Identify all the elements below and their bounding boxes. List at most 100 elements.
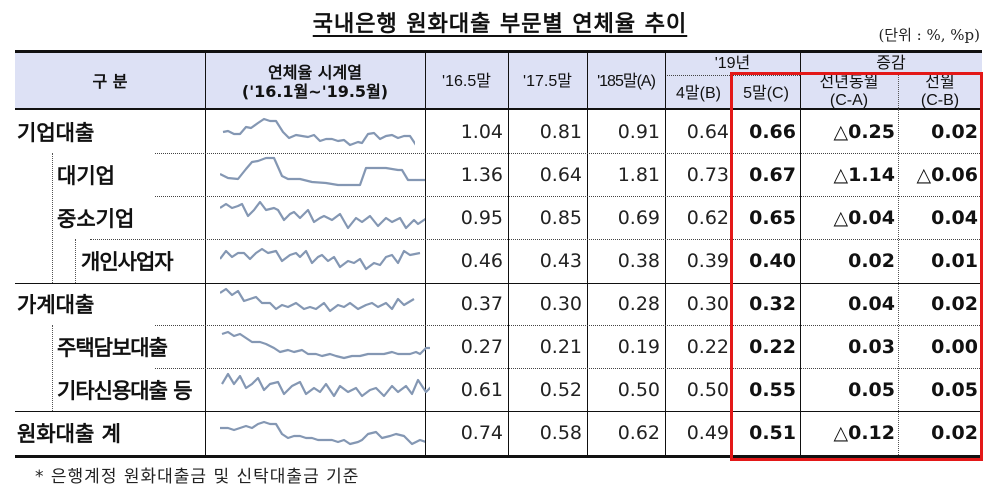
- header-yoy: 선년동월 (C-A): [800, 74, 898, 110]
- cell-other-credit-mom: 0.05: [931, 378, 978, 401]
- cell-household-2016: 0.37: [460, 293, 503, 315]
- row-label-mortgage: 주택담보대출: [57, 335, 168, 360]
- cell-large-corp-2016: 1.36: [460, 163, 503, 186]
- sparkline-sole-proprietor: [220, 247, 421, 271]
- header-yoy-line2: (C-A): [829, 92, 869, 109]
- header-category-label: 구 분: [92, 72, 128, 91]
- row-label-total: 원화대출 계: [17, 422, 121, 446]
- cell-sme-2016: 0.95: [460, 206, 503, 229]
- sparkline-corporate: [222, 117, 415, 147]
- row-label-household: 가계대출: [17, 293, 95, 317]
- header-category: 구 분: [15, 53, 205, 110]
- header-2018: '185말(A): [597, 72, 656, 90]
- table-bottom-border: [15, 455, 982, 458]
- row-divider: [15, 283, 982, 284]
- cell-large-corp-may: 0.67: [749, 163, 796, 186]
- cell-large-corp-2017: 0.64: [539, 163, 582, 186]
- cell-household-2017: 0.30: [539, 293, 582, 315]
- cell-corporate-yoy: △0.25: [833, 120, 896, 143]
- cell-corporate-mom: 0.02: [931, 120, 978, 143]
- cell-mortgage-mom: 0.00: [931, 335, 978, 358]
- sparkline-total: [220, 420, 425, 446]
- header-series-line1: 연체율 시계열: [268, 62, 362, 82]
- cell-total-2017: 0.58: [539, 422, 582, 444]
- row-divider: [155, 196, 982, 197]
- header-divider: [898, 75, 899, 110]
- cell-sme-yoy: △0.04: [833, 206, 896, 229]
- unit-note: (단위 : %, %p): [878, 26, 980, 44]
- cell-household-mom: 0.02: [931, 293, 978, 315]
- cell-corporate-2018: 0.91: [617, 120, 660, 143]
- row-label-sole-proprietor: 개인사업자: [81, 250, 174, 274]
- column-divider: [587, 53, 588, 457]
- cell-large-corp-mom: △0.06: [916, 163, 979, 186]
- cell-other-credit-2018: 0.50: [617, 378, 660, 401]
- cell-other-credit-2016: 0.61: [460, 378, 503, 401]
- indent-guide: [52, 153, 53, 283]
- header-mom: 선월 (C-B): [898, 74, 982, 110]
- header-change-group: 증감: [876, 55, 906, 72]
- header-2017: '17.5말: [523, 72, 572, 90]
- table-title: 국내은행 원화대출 부문별 연체율 추이: [312, 12, 688, 37]
- column-divider: [508, 53, 509, 457]
- row-divider: [155, 153, 982, 154]
- column-divider: [425, 53, 426, 457]
- cell-total-2016: 0.74: [460, 422, 503, 444]
- cell-corporate-apr: 0.64: [686, 120, 729, 143]
- row-label-corporate: 기업대출: [17, 120, 95, 145]
- row-label-large-corp: 대기업: [57, 163, 115, 188]
- sparkline-household: [220, 287, 415, 313]
- cell-other-credit-yoy: 0.05: [848, 378, 895, 401]
- cell-other-credit-may: 0.55: [749, 378, 796, 401]
- cell-corporate-may: 0.66: [749, 120, 796, 143]
- cell-large-corp-yoy: △1.14: [833, 163, 896, 186]
- row-label-other-credit: 기타신용대출 등: [57, 378, 193, 403]
- column-divider: [800, 53, 801, 457]
- header-divider: [732, 75, 733, 110]
- cell-total-yoy: △0.12: [833, 422, 896, 444]
- sparkline-other-credit: [221, 372, 430, 398]
- cell-household-yoy: 0.04: [848, 293, 895, 315]
- row-divider: [155, 368, 982, 369]
- cell-large-corp-2018: 1.81: [617, 163, 660, 186]
- column-divider: [205, 53, 206, 457]
- cell-sme-may: 0.65: [749, 206, 796, 229]
- cell-sme-apr: 0.62: [686, 206, 729, 229]
- header-mom-line2: (C-B): [920, 92, 960, 109]
- cell-total-apr: 0.49: [686, 422, 729, 444]
- row-label-sme: 중소기업: [57, 206, 135, 231]
- footnote: * 은행계정 원화대출금 및 신탁대출금 기준: [35, 467, 360, 487]
- sparkline-mortgage: [221, 330, 430, 360]
- sparkline-large-corp: [220, 156, 425, 187]
- header-series-line2: ('16.1월~'19.5월): [241, 81, 389, 101]
- indent-guide: [75, 239, 76, 283]
- row-divider: [15, 411, 982, 412]
- row-divider: [155, 325, 982, 326]
- header-yoy-line1: 선년동월: [819, 74, 879, 91]
- cell-sole-proprietor-2017: 0.43: [539, 250, 582, 272]
- cell-corporate-2016: 1.04: [460, 120, 503, 143]
- cell-mortgage-2017: 0.21: [539, 335, 582, 358]
- column-divider: [665, 53, 666, 457]
- header-may: 5말(C): [743, 84, 789, 102]
- cell-sole-proprietor-apr: 0.39: [686, 250, 729, 272]
- cell-sole-proprietor-yoy: 0.02: [848, 250, 895, 272]
- cell-total-2018: 0.62: [617, 422, 660, 444]
- header-2016: '16.5말: [442, 72, 491, 90]
- cell-mortgage-may: 0.22: [749, 335, 796, 358]
- cell-mortgage-2016: 0.27: [460, 335, 503, 358]
- cell-sole-proprietor-2016: 0.46: [460, 250, 503, 272]
- cell-mortgage-apr: 0.22: [686, 335, 729, 358]
- table-header: [15, 50, 982, 110]
- cell-sole-proprietor-mom: 0.01: [931, 250, 978, 272]
- cell-corporate-2017: 0.81: [539, 120, 582, 143]
- header-series: 연체율 시계열 ('16.1월~'19.5월): [205, 53, 425, 110]
- cell-household-apr: 0.30: [686, 293, 729, 315]
- cell-mortgage-2018: 0.19: [617, 335, 660, 358]
- cell-large-corp-apr: 0.73: [686, 163, 729, 186]
- cell-other-credit-2017: 0.52: [539, 378, 582, 401]
- cell-household-may: 0.32: [749, 293, 796, 315]
- row-divider: [90, 239, 982, 240]
- header-mom-line1: 선월: [925, 74, 955, 91]
- cell-sme-2018: 0.69: [617, 206, 660, 229]
